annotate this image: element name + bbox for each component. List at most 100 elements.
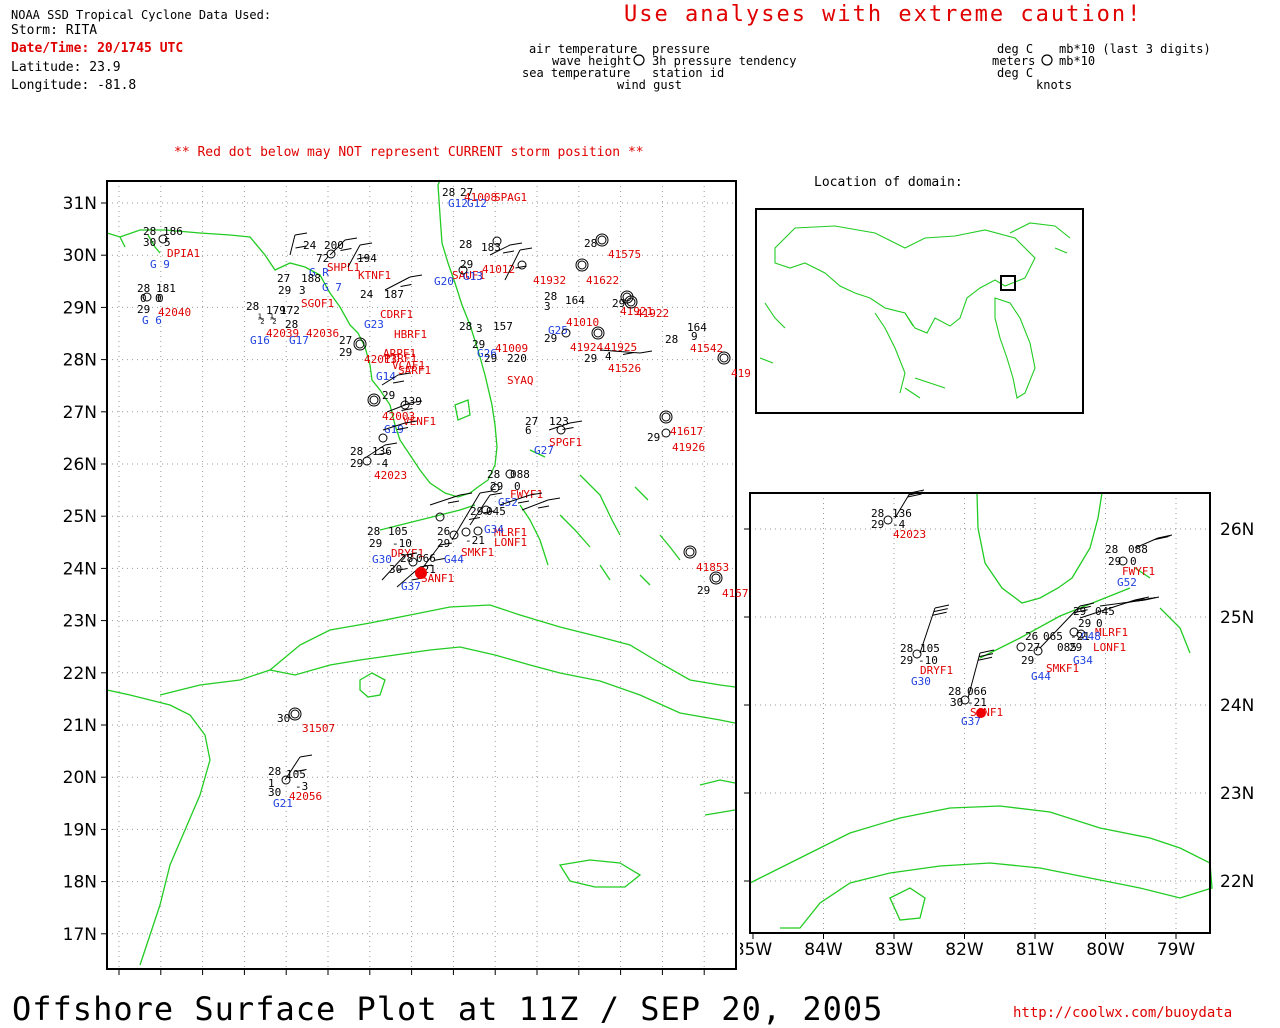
lon-tick-label: 84W bbox=[804, 940, 843, 960]
station-label: 29 bbox=[437, 537, 450, 550]
inset-station-label: -21 bbox=[967, 696, 987, 709]
station-label: SAUF1 bbox=[452, 269, 485, 282]
caution-banner: Use analyses with extreme caution! bbox=[624, 2, 1143, 27]
station-label: 088 bbox=[510, 468, 530, 481]
station-label: 27 bbox=[460, 186, 473, 199]
domain-box-marker bbox=[1000, 275, 1016, 291]
station-label: 6 bbox=[525, 424, 532, 437]
station-label: 27 bbox=[277, 272, 290, 285]
wind-barb-flag bbox=[404, 420, 418, 424]
station-label: 41934 bbox=[731, 367, 750, 380]
station-label: 41012 bbox=[482, 263, 515, 276]
station-label: 164 bbox=[565, 294, 585, 307]
station-label: 29 bbox=[490, 480, 503, 493]
wind-barb-flag bbox=[396, 427, 409, 430]
inset-station-marker bbox=[1033, 646, 1043, 656]
inset-station-label: 29 bbox=[1078, 617, 1091, 630]
wind-barb-flag bbox=[439, 542, 453, 546]
legend-air-temp: air temperature bbox=[529, 42, 638, 56]
station-label: 066 bbox=[416, 552, 436, 565]
plot-title: Offshore Surface Plot at 11Z / SEP 20, 2… bbox=[12, 990, 884, 1028]
lat-tick-label: 26N bbox=[1220, 520, 1254, 540]
wind-barb-flag bbox=[515, 265, 527, 269]
station-label: G26 bbox=[477, 347, 497, 360]
wind-barb-flag bbox=[396, 568, 408, 571]
wind-barb bbox=[489, 244, 511, 256]
wind-barb-flag bbox=[295, 245, 307, 249]
station-label: 200 bbox=[324, 239, 344, 252]
station-label: 28 bbox=[350, 445, 363, 458]
station-label: 42003 bbox=[382, 410, 415, 423]
station-label: 045 bbox=[486, 505, 506, 518]
world-map-coastlines bbox=[759, 222, 1071, 399]
inset-wind-barb-flag bbox=[1154, 536, 1169, 541]
lon-tick-label: 85W bbox=[740, 940, 772, 960]
wind-barb-flag bbox=[392, 380, 405, 384]
lat-tick-label: 29N bbox=[63, 298, 97, 318]
station-marker bbox=[400, 400, 410, 410]
wind-barb bbox=[386, 402, 411, 413]
lat-tick-label: 22N bbox=[63, 664, 97, 684]
wind-barb-flag bbox=[482, 510, 495, 514]
station-label: 0 bbox=[155, 292, 162, 305]
source-url-link[interactable]: http://coolwx.com/buoydata bbox=[1013, 1005, 1233, 1021]
lat-tick-label: 25N bbox=[1220, 608, 1254, 628]
station-label: CDRF1 bbox=[380, 308, 413, 321]
legend-wind-gust: wind gust bbox=[617, 78, 683, 92]
legend-station-id: station id bbox=[652, 66, 725, 80]
wind-barb-flag bbox=[409, 274, 423, 278]
station-label: 28 bbox=[459, 320, 472, 333]
station-label: 29 bbox=[470, 505, 483, 518]
station-marker bbox=[490, 483, 500, 493]
wind-barb bbox=[347, 244, 361, 268]
station-label: SPGF1 bbox=[549, 436, 582, 449]
station-label: 30 bbox=[389, 563, 402, 576]
storm-position-dot bbox=[415, 567, 427, 579]
wind-barb-flag bbox=[401, 408, 413, 411]
station-label: SARF1 bbox=[398, 364, 431, 377]
station-label: G34 bbox=[484, 523, 504, 536]
wind-barb-flag bbox=[447, 500, 460, 504]
station-marker bbox=[281, 775, 291, 785]
lat-tick-label: 21N bbox=[63, 716, 97, 736]
inset-station-label: 29 bbox=[1108, 555, 1121, 568]
station-marker bbox=[142, 292, 152, 302]
station-label: 181 bbox=[156, 282, 176, 295]
inset-map-grid bbox=[750, 493, 1210, 933]
buoy-marker bbox=[717, 351, 731, 365]
station-label: 183 bbox=[481, 241, 501, 254]
station-label: 220 bbox=[507, 352, 527, 365]
inset-station-label: G44 bbox=[1031, 670, 1051, 683]
wind-barb bbox=[521, 499, 549, 511]
station-marker bbox=[461, 527, 471, 537]
station-label: 24 bbox=[360, 288, 374, 301]
station-marker bbox=[626, 297, 636, 307]
buoy-marker bbox=[353, 337, 367, 351]
station-label: 41622 bbox=[586, 274, 619, 287]
inset-wind-barb-flag bbox=[1073, 609, 1088, 614]
station-label: G14 bbox=[376, 370, 396, 383]
station-label: 29 bbox=[472, 338, 485, 351]
legend-station-circle-icon-2 bbox=[1041, 54, 1053, 66]
wind-barb bbox=[420, 544, 441, 571]
wind-barb bbox=[451, 492, 481, 541]
station-label: G 7 bbox=[322, 281, 342, 294]
station-label: G21 bbox=[273, 797, 293, 810]
station-label: 41010 bbox=[566, 316, 599, 329]
station-marker bbox=[661, 412, 671, 422]
inset-station-label: -4 bbox=[892, 518, 906, 531]
inset-station-label: G34 bbox=[1073, 654, 1093, 667]
wind-barb-flag bbox=[400, 284, 412, 287]
station-label: G27 bbox=[534, 444, 554, 457]
station-marker bbox=[435, 512, 445, 522]
station-marker bbox=[719, 353, 729, 363]
inset-station-label: 28 bbox=[871, 507, 884, 520]
station-label: 29 bbox=[350, 457, 363, 470]
station-label: 4 bbox=[605, 350, 612, 363]
lat-tick-label: 30N bbox=[63, 246, 97, 266]
inset-station-marker bbox=[1076, 629, 1086, 639]
wind-barb-flag bbox=[529, 492, 543, 496]
station-marker bbox=[685, 547, 695, 557]
location-of-domain-map bbox=[755, 208, 1084, 414]
